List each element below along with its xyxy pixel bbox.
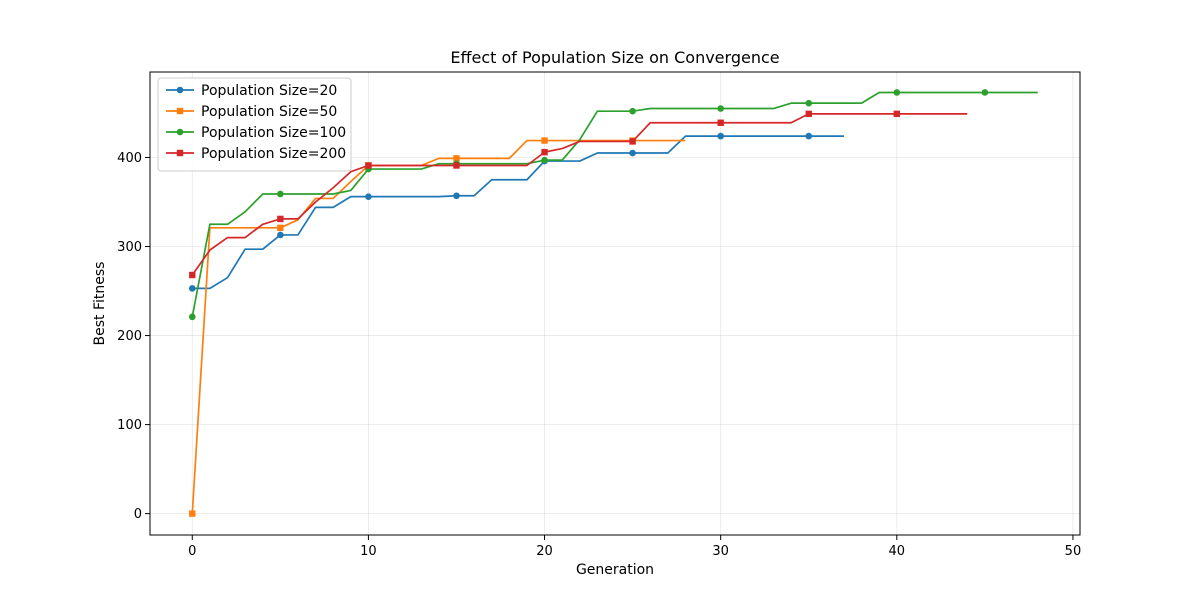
data-point — [893, 110, 901, 118]
data-point — [629, 138, 636, 145]
data-point — [805, 99, 813, 107]
legend-item: Population Size=20 — [166, 83, 337, 99]
series-line — [192, 135, 844, 290]
data-point — [629, 107, 636, 115]
legend-label: Population Size=200 — [201, 146, 346, 162]
data-point — [277, 190, 284, 198]
legend-item: Population Size=100 — [166, 125, 346, 141]
legend: Population Size=20 Population Size=50 Popu… — [157, 77, 352, 172]
data-point — [541, 148, 548, 156]
data-point — [277, 224, 284, 232]
data-point — [717, 105, 724, 112]
data-point — [805, 132, 813, 140]
series-line — [191, 113, 968, 276]
legend-item: Population Size=50 — [166, 104, 337, 120]
data-point — [893, 89, 901, 96]
data-point — [453, 162, 460, 169]
legend-marker — [176, 149, 184, 157]
data-point — [365, 162, 372, 169]
legend-marker — [176, 128, 184, 136]
data-point — [541, 137, 548, 144]
data-point — [541, 156, 548, 164]
legend-box — [157, 77, 352, 172]
y-tick-label: 300 — [117, 240, 142, 255]
y-tick-label: 200 — [117, 329, 142, 344]
data-point — [189, 271, 196, 279]
x-tick-label: 0 — [188, 544, 196, 559]
data-point — [717, 132, 724, 140]
y-axis-label: Best Fitness — [92, 262, 108, 346]
data-point — [188, 313, 196, 321]
y-axis-ticks: 0 100 200 300 400 — [117, 151, 150, 522]
data-point — [805, 110, 812, 118]
data-point — [629, 149, 636, 157]
legend-label: Population Size=20 — [201, 83, 337, 99]
series-4 — [189, 110, 968, 279]
data-point — [981, 89, 989, 96]
data-point — [365, 193, 372, 200]
series-line — [191, 139, 686, 514]
legend-item: Population Size=200 — [166, 146, 346, 162]
x-tick-label: 10 — [360, 544, 377, 559]
legend-label: Population Size=100 — [201, 125, 346, 141]
legend-label: Population Size=50 — [201, 104, 337, 120]
data-point — [453, 155, 460, 162]
y-tick-label: 400 — [117, 151, 142, 166]
legend-marker — [176, 86, 184, 94]
x-axis-label: Generation — [576, 562, 654, 578]
y-tick-label: 0 — [134, 507, 142, 522]
data-point — [277, 231, 284, 239]
x-tick-label: 20 — [536, 544, 553, 559]
x-tick-label: 40 — [889, 544, 906, 559]
data-point — [453, 192, 460, 200]
x-tick-label: 30 — [712, 544, 729, 559]
y-tick-label: 100 — [117, 418, 142, 433]
plot-frame — [149, 71, 1081, 536]
series-group — [188, 89, 1038, 517]
data-point — [189, 510, 196, 517]
x-tick-label: 50 — [1065, 544, 1082, 559]
data-point — [717, 119, 724, 126]
data-point — [188, 285, 196, 292]
x-axis-ticks: 0 10 20 30 40 50 — [188, 535, 1081, 559]
data-point — [277, 215, 284, 223]
legend-marker — [176, 107, 184, 115]
chart-title: Effect of Population Size on Convergence — [450, 48, 779, 67]
